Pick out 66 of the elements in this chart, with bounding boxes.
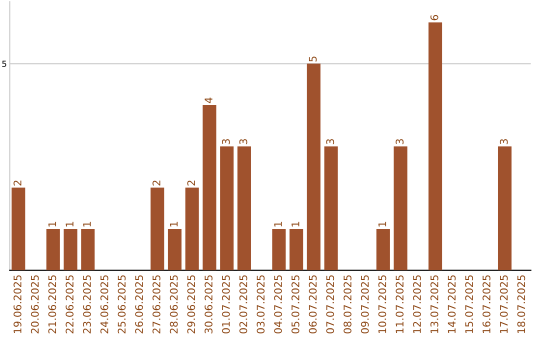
data-label: 3 — [396, 139, 404, 144]
data-label: 2 — [187, 180, 195, 186]
data-label: 5 — [308, 56, 317, 62]
data-label: 3 — [239, 139, 248, 144]
x-tick-label: 07.07.2025 — [326, 275, 334, 334]
bar — [498, 146, 512, 270]
data-label: 1 — [66, 222, 74, 226]
data-label: 2 — [152, 180, 160, 186]
x-tick-label: 30.06.2025 — [204, 275, 212, 334]
bar — [290, 228, 304, 270]
bar — [376, 228, 390, 270]
x-tick-label: 11.07.2025 — [396, 275, 404, 333]
x-tick-label: 04.07.2025 — [274, 275, 282, 334]
bar — [168, 228, 182, 270]
bar — [220, 146, 234, 270]
data-label: 1 — [83, 222, 91, 226]
data-label: 1 — [170, 222, 178, 226]
bar — [394, 146, 408, 270]
bar — [64, 228, 78, 270]
bar — [237, 146, 251, 270]
x-tick-label: 21.06.2025 — [48, 275, 56, 334]
bar — [185, 188, 199, 270]
x-tick-label: 22.06.2025 — [66, 275, 74, 334]
x-tick-label: 20.06.2025 — [30, 275, 39, 334]
x-tick-label: 25.06.2025 — [118, 275, 126, 334]
data-label: 6 — [430, 15, 438, 20]
x-tick-label: 18.07.2025 — [517, 275, 526, 333]
x-tick-label: 19.06.2025 — [14, 275, 22, 333]
x-tick-label: 08.07.2025 — [344, 275, 352, 334]
x-tick-label: 28.06.2025 — [170, 275, 178, 334]
x-tick-label: 24.06.2025 — [100, 275, 108, 334]
data-label: 3 — [500, 139, 508, 144]
x-tick-label: 01.07.2025 — [222, 275, 230, 334]
data-label: 1 — [378, 222, 386, 226]
x-tick-label: 02.07.2025 — [239, 275, 248, 334]
x-tick-label: 09.07.2025 — [360, 275, 369, 334]
data-label: 4 — [204, 98, 212, 104]
data-label: 1 — [274, 222, 282, 226]
bar — [428, 22, 442, 270]
x-tick-label: 29.06.2025 — [187, 275, 196, 334]
bar — [150, 188, 164, 270]
x-tick-label: 17.07.2025 — [500, 275, 508, 333]
bar — [46, 228, 60, 270]
data-label: 1 — [48, 222, 56, 226]
x-tick-label: 26.06.2025 — [135, 275, 144, 334]
x-tick-label: 12.07.2025 — [413, 275, 421, 333]
x-tick-label: 06.07.2025 — [308, 275, 317, 334]
x-tick-label: 23.06.2025 — [83, 275, 91, 334]
x-tick-label: 14.07.2025 — [448, 275, 456, 333]
bar — [12, 188, 26, 270]
x-tick-label: 27.06.2025 — [152, 275, 160, 334]
x-tick-label: 16.07.2025 — [482, 275, 490, 333]
x-tick-label: 05.07.2025 — [291, 275, 300, 334]
x-tick-label: 15.07.2025 — [465, 275, 474, 333]
x-tick-label: 13.07.2025 — [430, 275, 438, 333]
x-tick-label: 03.07.2025 — [256, 275, 265, 334]
x-tick-label: 10.07.2025 — [378, 275, 386, 333]
data-label: 1 — [292, 222, 300, 226]
bar — [81, 228, 95, 270]
bar — [202, 105, 216, 270]
data-label: 3 — [222, 139, 230, 144]
data-label: 2 — [14, 180, 22, 186]
bar — [324, 146, 338, 270]
bar — [306, 64, 320, 270]
bar — [272, 228, 286, 270]
data-label: 3 — [326, 139, 334, 144]
